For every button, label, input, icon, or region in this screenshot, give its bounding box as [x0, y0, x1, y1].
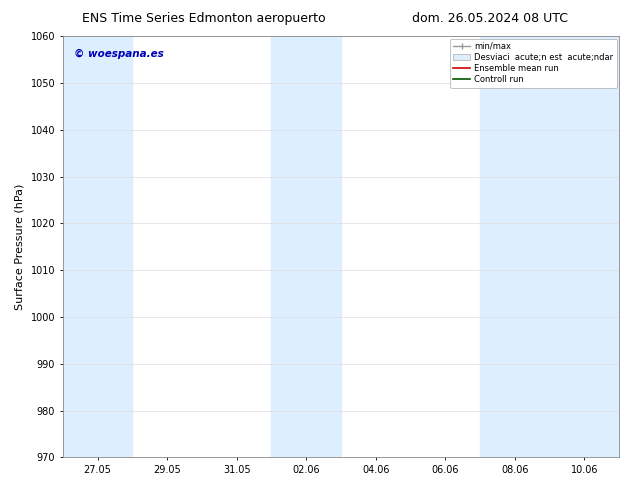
- Text: dom. 26.05.2024 08 UTC: dom. 26.05.2024 08 UTC: [412, 12, 568, 25]
- Text: © woespana.es: © woespana.es: [74, 49, 164, 59]
- Legend: min/max, Desviaci  acute;n est  acute;ndar, Ensemble mean run, Controll run: min/max, Desviaci acute;n est acute;ndar…: [450, 39, 616, 88]
- Text: ENS Time Series Edmonton aeropuerto: ENS Time Series Edmonton aeropuerto: [82, 12, 326, 25]
- Bar: [271, 36, 341, 457]
- Bar: [480, 36, 550, 457]
- Bar: [550, 36, 619, 457]
- Bar: [63, 36, 133, 457]
- Y-axis label: Surface Pressure (hPa): Surface Pressure (hPa): [15, 184, 25, 310]
